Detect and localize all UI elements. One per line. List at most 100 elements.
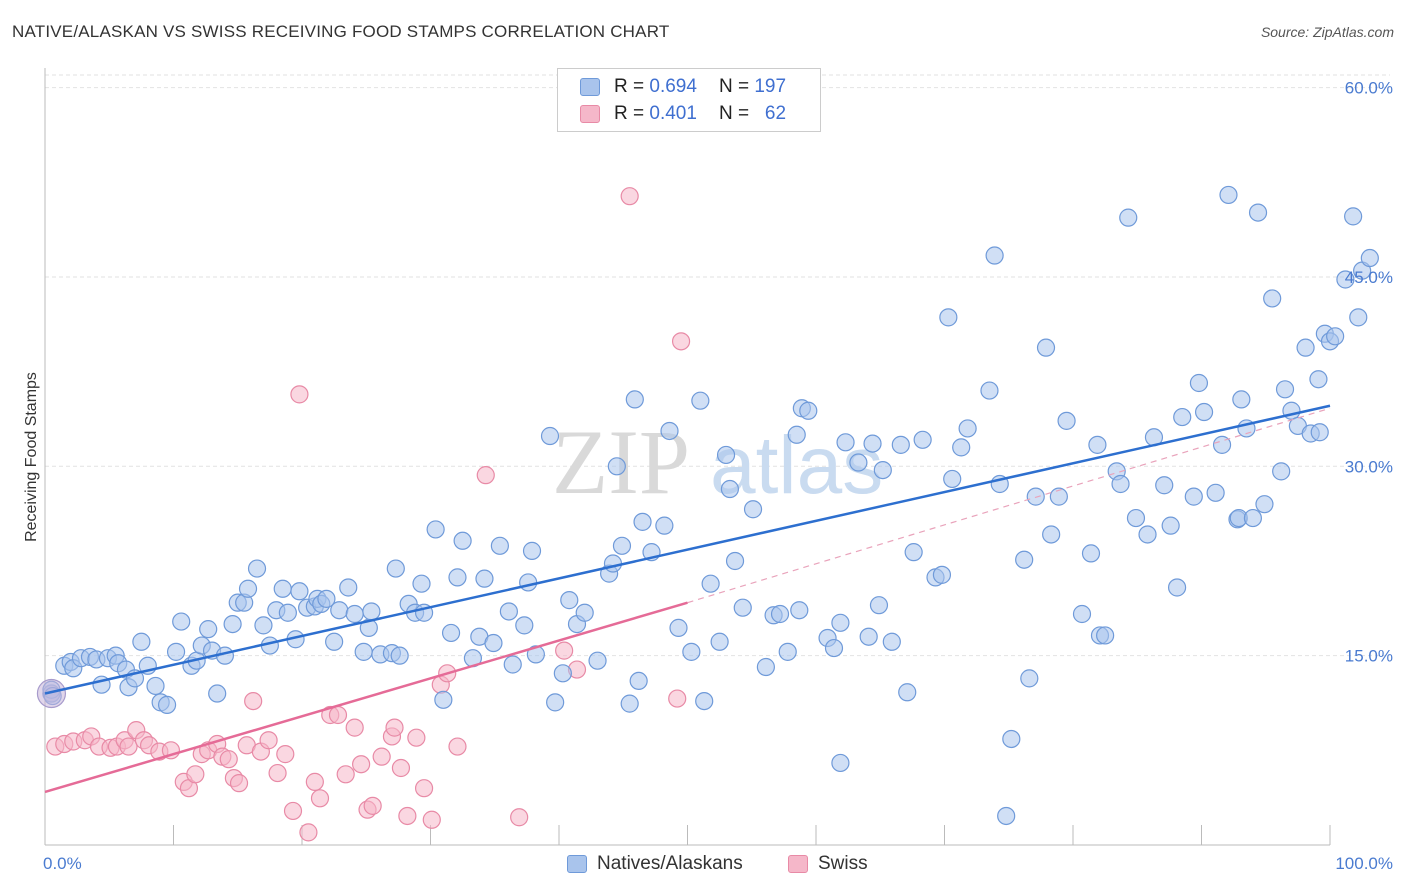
native-point [633,512,652,531]
swiss-point [310,789,330,808]
native-point [1232,390,1251,409]
native-point [1042,525,1061,544]
swiss-point [352,755,371,774]
native-point [725,551,745,571]
native-point [362,602,381,621]
legend-r-value: 0.694 [649,76,697,97]
swiss-point [385,718,404,737]
native-point [849,453,868,472]
x-tick-label: 100.0% [1335,854,1393,873]
watermark: ZIP atlas [552,411,883,513]
native-point [1096,626,1115,645]
native-point [787,425,806,444]
y-tick-label: 45.0% [1345,268,1393,287]
native-point [985,246,1004,265]
native-point [691,391,710,410]
native-point [952,438,971,457]
native-point [1072,604,1092,624]
native-point [873,460,892,480]
trend-lines [44,404,1331,794]
native-point [390,646,409,665]
swiss-point [407,728,426,747]
native-point [932,565,952,584]
y-tick-label: 60.0% [1345,79,1393,98]
native-point [603,554,623,573]
native-point [1173,407,1192,427]
native-point [869,596,889,615]
natives-points [36,185,1379,826]
native-point [490,536,509,555]
legend-swatch-blue [580,78,600,96]
native-point [484,633,503,653]
native-point [526,645,545,664]
native-point [325,632,344,651]
native-point [863,434,882,453]
bottom-legend-natives: Natives/Alaskans [567,852,743,876]
swiss-point [219,750,238,769]
legend-r-label: R = [614,76,645,97]
source-label: Source: ZipAtlas.com [1260,24,1394,40]
native-point [1272,462,1291,481]
legend-n-label: N = [718,103,750,124]
swiss-point [336,765,355,784]
legend-n-value: 62 [764,103,787,124]
native-point [1275,380,1295,399]
native-point [720,479,740,499]
legend-n-value: 197 [754,76,787,97]
native-point [655,516,674,535]
native-point [330,601,349,620]
swiss-trend-line [44,601,688,794]
native-point [701,574,720,593]
swiss-point [510,808,529,827]
swiss-point [398,806,417,826]
legend-row-natives: R = 0.694 N = 197 [580,76,786,98]
swiss-point [268,763,287,783]
native-point [1189,373,1209,393]
native-point [695,691,714,711]
swiss-point [305,772,324,791]
native-point [254,616,273,635]
bottom-legend-label: Natives/Alaskans [597,853,743,874]
bottom-swatch-blue [567,855,587,873]
native-point [710,632,729,651]
native-point [1206,483,1225,502]
native-point [475,569,494,588]
native-point [1243,508,1263,528]
native-point [223,614,242,634]
chart-title: NATIVE/ALASKAN VS SWISS RECEIVING FOOD S… [12,22,670,41]
swiss-point [372,747,391,766]
native-point [499,602,518,621]
native-point [904,543,923,562]
y-tick-label: 15.0% [1345,647,1393,666]
native-point [132,632,151,651]
native-point [412,574,431,593]
native-point [453,531,472,550]
native-point [682,642,701,661]
native-point [836,433,855,452]
legend-row-swiss: R = 0.401 N = 62 [580,103,786,125]
native-point [553,664,572,683]
swiss-point [119,737,138,756]
native-point [943,469,962,489]
swiss-point [668,689,687,708]
swiss-point [299,823,318,842]
native-point [799,401,818,420]
native-point [1002,729,1021,749]
y-tick-label: 30.0% [1345,457,1393,476]
native-point [208,684,227,703]
native-point [898,683,917,702]
native-point [575,603,594,622]
native-point [1057,411,1076,430]
native-point [1049,487,1068,506]
native-point [339,578,358,597]
legend-swatch-pink [580,105,600,123]
native-point [882,632,901,651]
native-point [1344,207,1363,226]
native-point [1119,208,1138,227]
native-point [354,642,373,661]
native-point [770,604,790,624]
native-point [1026,487,1045,506]
native-point [620,694,639,713]
swiss-point [476,466,495,485]
legend-r-label: R = [614,103,645,124]
